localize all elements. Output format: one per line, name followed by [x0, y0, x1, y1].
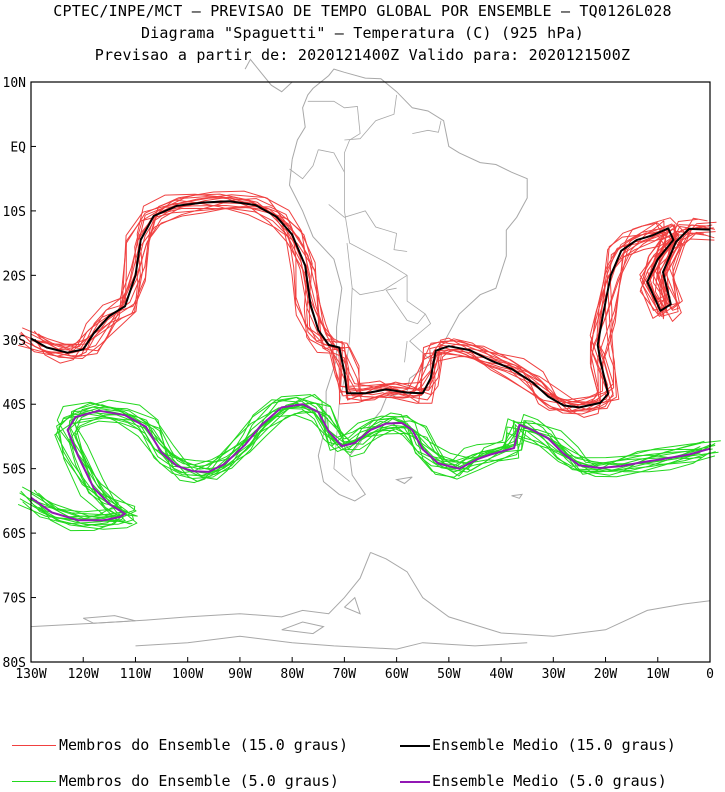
- x-tick-label: 60W: [385, 667, 409, 682]
- x-tick-label: 10W: [646, 667, 670, 682]
- ensemble-members-layer: [17, 190, 721, 532]
- legend-swatch: [12, 745, 56, 746]
- x-tick-label: 20W: [594, 667, 618, 682]
- country-border: [318, 149, 434, 363]
- legend-label: Membros do Ensemble (5.0 graus): [59, 772, 339, 790]
- ensemble-member-line: [19, 194, 699, 401]
- ensemble-member-line: [17, 206, 706, 411]
- y-tick-label: EQ: [10, 140, 26, 155]
- ensemble-member-line: [38, 197, 716, 404]
- ensemble-member-line: [22, 406, 701, 525]
- x-tick-label: 30W: [542, 667, 566, 682]
- y-tick-label: 70S: [3, 592, 26, 607]
- coastline: [244, 58, 293, 93]
- y-tick-label: 50S: [3, 463, 26, 478]
- chart-title-line2: Diagrama "Spaguetti" – Temperatura (C) (…: [140, 24, 585, 42]
- coastline-layer: [30, 58, 711, 650]
- ensemble-means-layer: [30, 200, 711, 522]
- country-border: [385, 287, 426, 325]
- ensemble-member-line: [22, 190, 713, 403]
- title-block: CPTEC/INPE/MCT – PREVISAO DE TEMPO GLOBA…: [0, 0, 725, 66]
- x-tick-label: 0: [706, 667, 714, 682]
- ensemble-member-line: [33, 396, 702, 522]
- x-tick-label: 80W: [280, 667, 304, 682]
- x-tick-label: 110W: [120, 667, 151, 682]
- ensemble-member-line: [31, 406, 701, 518]
- ensemble-mean-line: [30, 200, 711, 409]
- coastline: [370, 551, 711, 637]
- coastline: [82, 615, 136, 624]
- country-border: [328, 204, 408, 252]
- y-tick-label: 80S: [3, 656, 26, 671]
- chart-title-line1: CPTEC/INPE/MCT – PREVISAO DE TEMPO GLOBA…: [53, 2, 672, 20]
- map-frame: [30, 81, 711, 663]
- country-border: [404, 341, 408, 363]
- x-tick-label: 40W: [489, 667, 513, 682]
- country-border: [412, 120, 442, 134]
- country-border: [344, 94, 397, 141]
- legend-label: Membros do Ensemble (15.0 graus): [59, 736, 348, 754]
- country-border: [307, 100, 361, 173]
- ensemble-member-line: [31, 200, 704, 406]
- ensemble-member-line: [21, 394, 721, 525]
- x-tick-label: 130W: [15, 667, 46, 682]
- legend-swatch: [12, 781, 56, 782]
- y-tick-label: 10N: [3, 76, 26, 91]
- x-tick-label: 90W: [228, 667, 252, 682]
- ensemble-mean-line: [30, 403, 711, 522]
- y-tick-label: 30S: [3, 334, 26, 349]
- chart-title-line3: Previsao a partir de: 2020121400Z Valido…: [94, 46, 631, 64]
- legend-label: Ensemble Medio (5.0 graus): [432, 772, 667, 790]
- x-tick-label: 100W: [172, 667, 203, 682]
- legend-swatch: [400, 745, 430, 747]
- y-tick-label: 40S: [3, 398, 26, 413]
- x-tick-label: 120W: [68, 667, 99, 682]
- ensemble-member-line: [20, 193, 699, 412]
- ensemble-member-line: [38, 207, 715, 413]
- x-tick-label: 70W: [333, 667, 357, 682]
- country-border: [346, 243, 408, 296]
- coastline: [344, 596, 361, 615]
- ensemble-member-line: [17, 411, 716, 521]
- y-tick-label: 60S: [3, 527, 26, 542]
- x-tick-label: 50W: [437, 667, 461, 682]
- coastline: [30, 552, 371, 628]
- legend-label: Ensemble Medio (15.0 graus): [432, 736, 676, 754]
- coastline: [511, 493, 524, 499]
- coastline: [394, 476, 413, 485]
- legend-swatch: [400, 781, 430, 783]
- country-border: [289, 149, 319, 180]
- coastline: [135, 635, 528, 650]
- y-tick-label: 20S: [3, 269, 26, 284]
- y-tick-label: 10S: [3, 205, 26, 220]
- coastline: [288, 68, 528, 502]
- coastline: [281, 621, 325, 635]
